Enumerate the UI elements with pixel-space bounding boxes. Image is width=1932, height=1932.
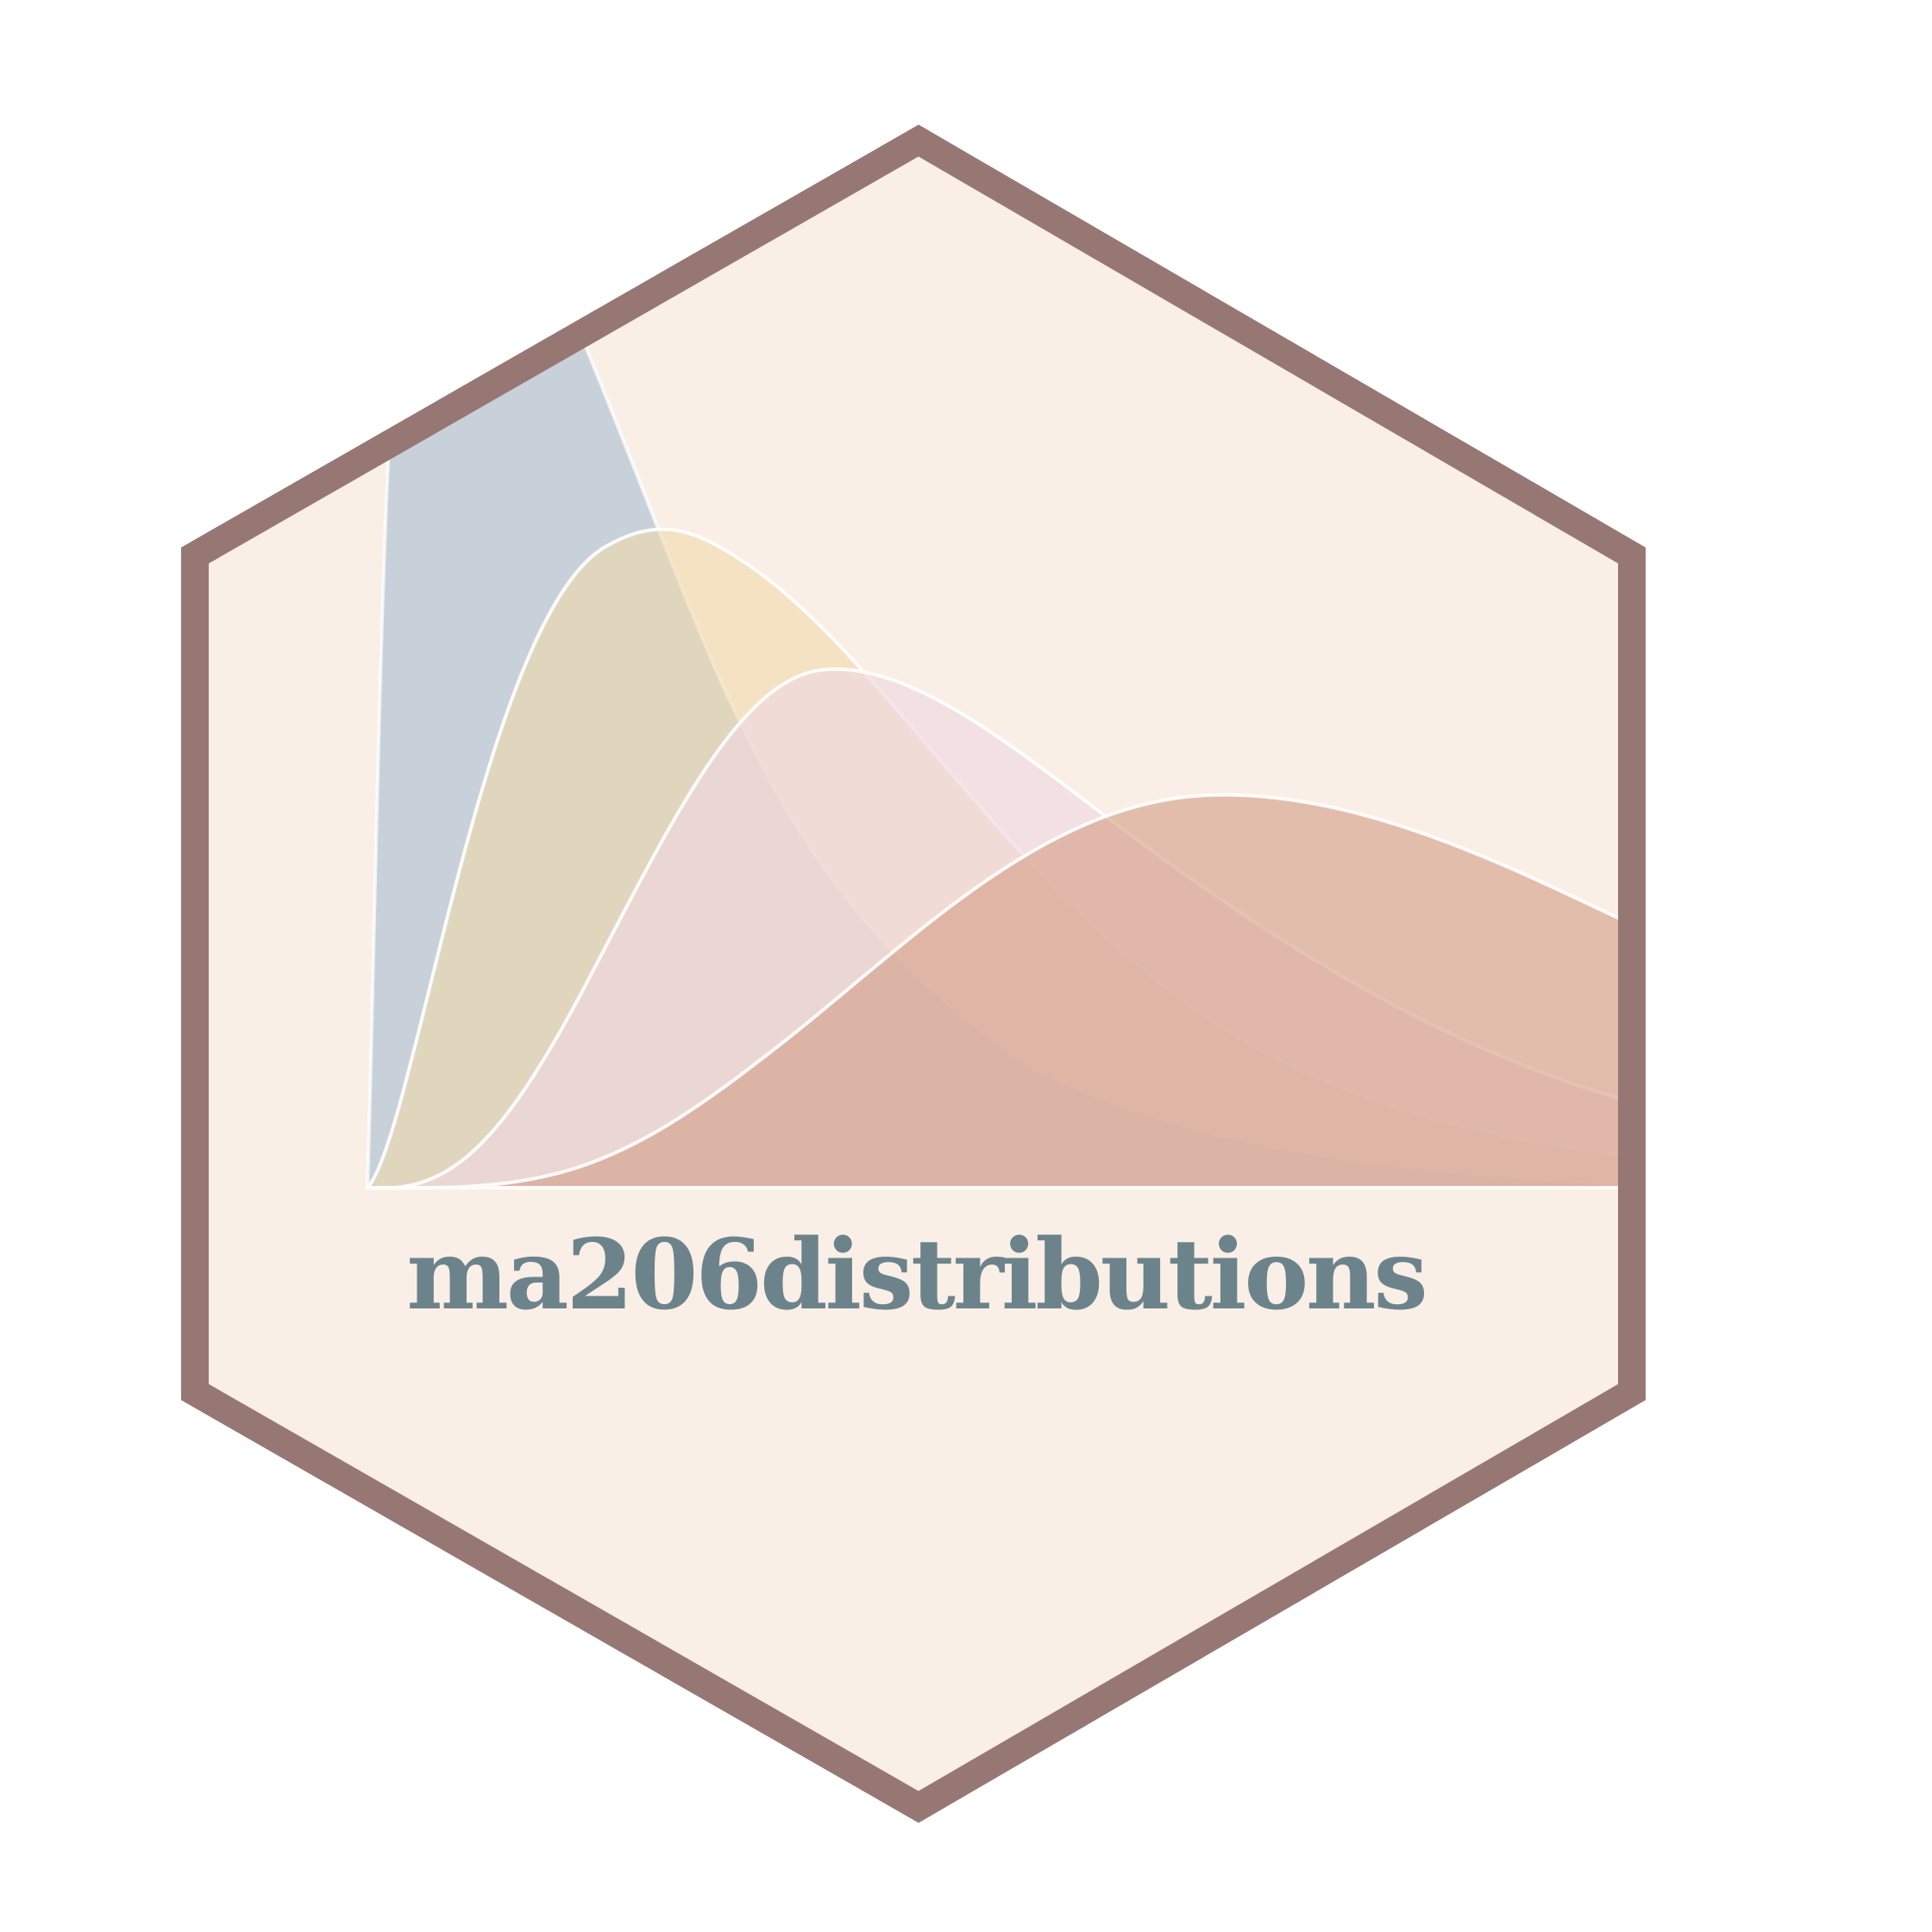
- package-name-title: ma206distributions: [406, 1219, 1425, 1332]
- hexagon-sticker-icon: [181, 124, 1646, 1823]
- distribution-curves-icon: [363, 256, 1632, 1190]
- curve-4: [367, 793, 1632, 1190]
